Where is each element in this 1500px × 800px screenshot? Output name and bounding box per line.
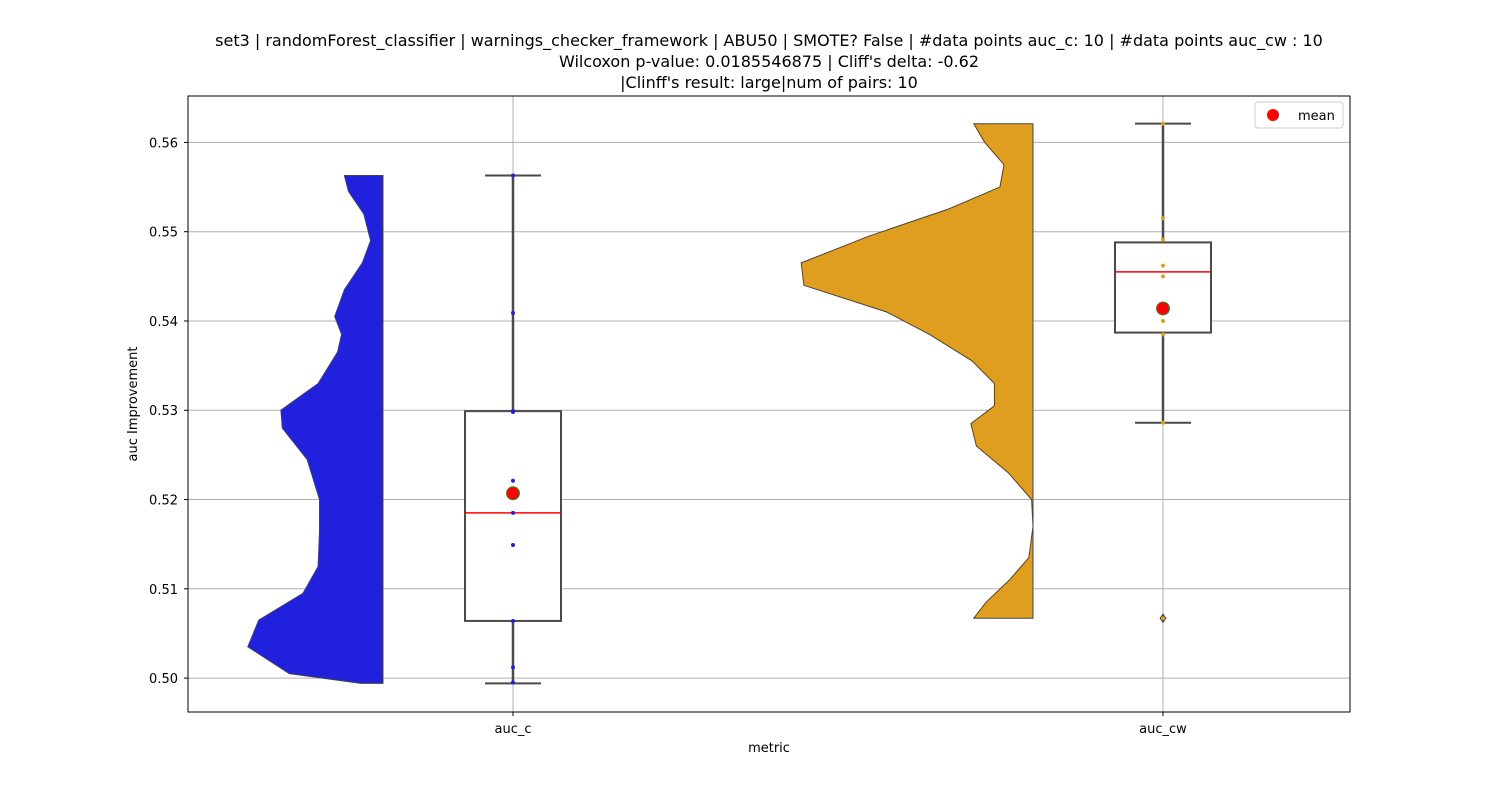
mean-marker-auc_c bbox=[506, 486, 520, 501]
data-point-auc_cw bbox=[1161, 420, 1165, 425]
mean-marker-auc_cw bbox=[1156, 301, 1170, 316]
data-point-auc_c bbox=[511, 665, 515, 670]
x-tick-label: auc_cw bbox=[1139, 722, 1187, 737]
data-points bbox=[506, 121, 1170, 685]
y-tick-label: 0.52 bbox=[149, 494, 178, 509]
data-point-auc_c bbox=[511, 680, 515, 685]
chart-title-line-3: |Clinff's result: large|num of pairs: 10 bbox=[620, 73, 918, 92]
y-tick-label: 0.55 bbox=[149, 226, 178, 241]
data-point-auc_cw bbox=[1161, 121, 1165, 126]
legend: mean bbox=[1254, 101, 1344, 129]
y-tick-label: 0.56 bbox=[149, 136, 178, 151]
chart-title-line-2: Wilcoxon p-value: 0.0185546875 | Cliff's… bbox=[558, 52, 980, 71]
data-point-auc_cw bbox=[1161, 237, 1165, 242]
axes: 0.50 0.51 0.52 0.53 0.54 0.55 0.56 auc_c auc_cw bbox=[149, 136, 1187, 737]
data-point-auc_c bbox=[511, 310, 515, 315]
x-axis-label: metric bbox=[748, 741, 790, 756]
data-point-auc_cw bbox=[1161, 263, 1165, 268]
data-point-auc_c bbox=[511, 510, 515, 515]
data-point-auc_c bbox=[511, 543, 515, 548]
chart-title-line-1: set3 | randomForest_classifier | warning… bbox=[215, 31, 1323, 50]
data-point-auc_cw bbox=[1161, 318, 1165, 323]
data-point-auc_cw bbox=[1161, 274, 1165, 279]
data-point-auc_c bbox=[511, 173, 515, 178]
legend-marker-mean bbox=[1267, 109, 1279, 121]
y-tick-label: 0.50 bbox=[149, 672, 178, 687]
y-axis-label: auc Improvement bbox=[126, 347, 141, 462]
legend-box bbox=[1254, 101, 1344, 129]
legend-label-mean: mean bbox=[1298, 109, 1335, 124]
violin-auc_c bbox=[247, 175, 384, 684]
plot-frame bbox=[187, 95, 1351, 713]
y-tick-label: 0.53 bbox=[149, 404, 178, 419]
data-point-auc_c bbox=[511, 478, 515, 483]
y-tick-label: 0.51 bbox=[149, 583, 178, 598]
x-tick-label: auc_c bbox=[494, 722, 531, 737]
data-point-auc_cw bbox=[1161, 216, 1165, 221]
violins bbox=[247, 123, 1034, 684]
data-point-auc_cw bbox=[1161, 332, 1165, 337]
violin-auc_cw bbox=[800, 123, 1034, 619]
box-auc_c bbox=[464, 410, 562, 622]
box-auc_cw bbox=[1114, 241, 1212, 334]
data-point-auc_c bbox=[511, 409, 515, 414]
y-tick-label: 0.54 bbox=[149, 315, 178, 330]
data-point-auc_c bbox=[511, 618, 515, 623]
box-plots bbox=[464, 122, 1212, 685]
data-point-auc_cw bbox=[1161, 616, 1165, 621]
